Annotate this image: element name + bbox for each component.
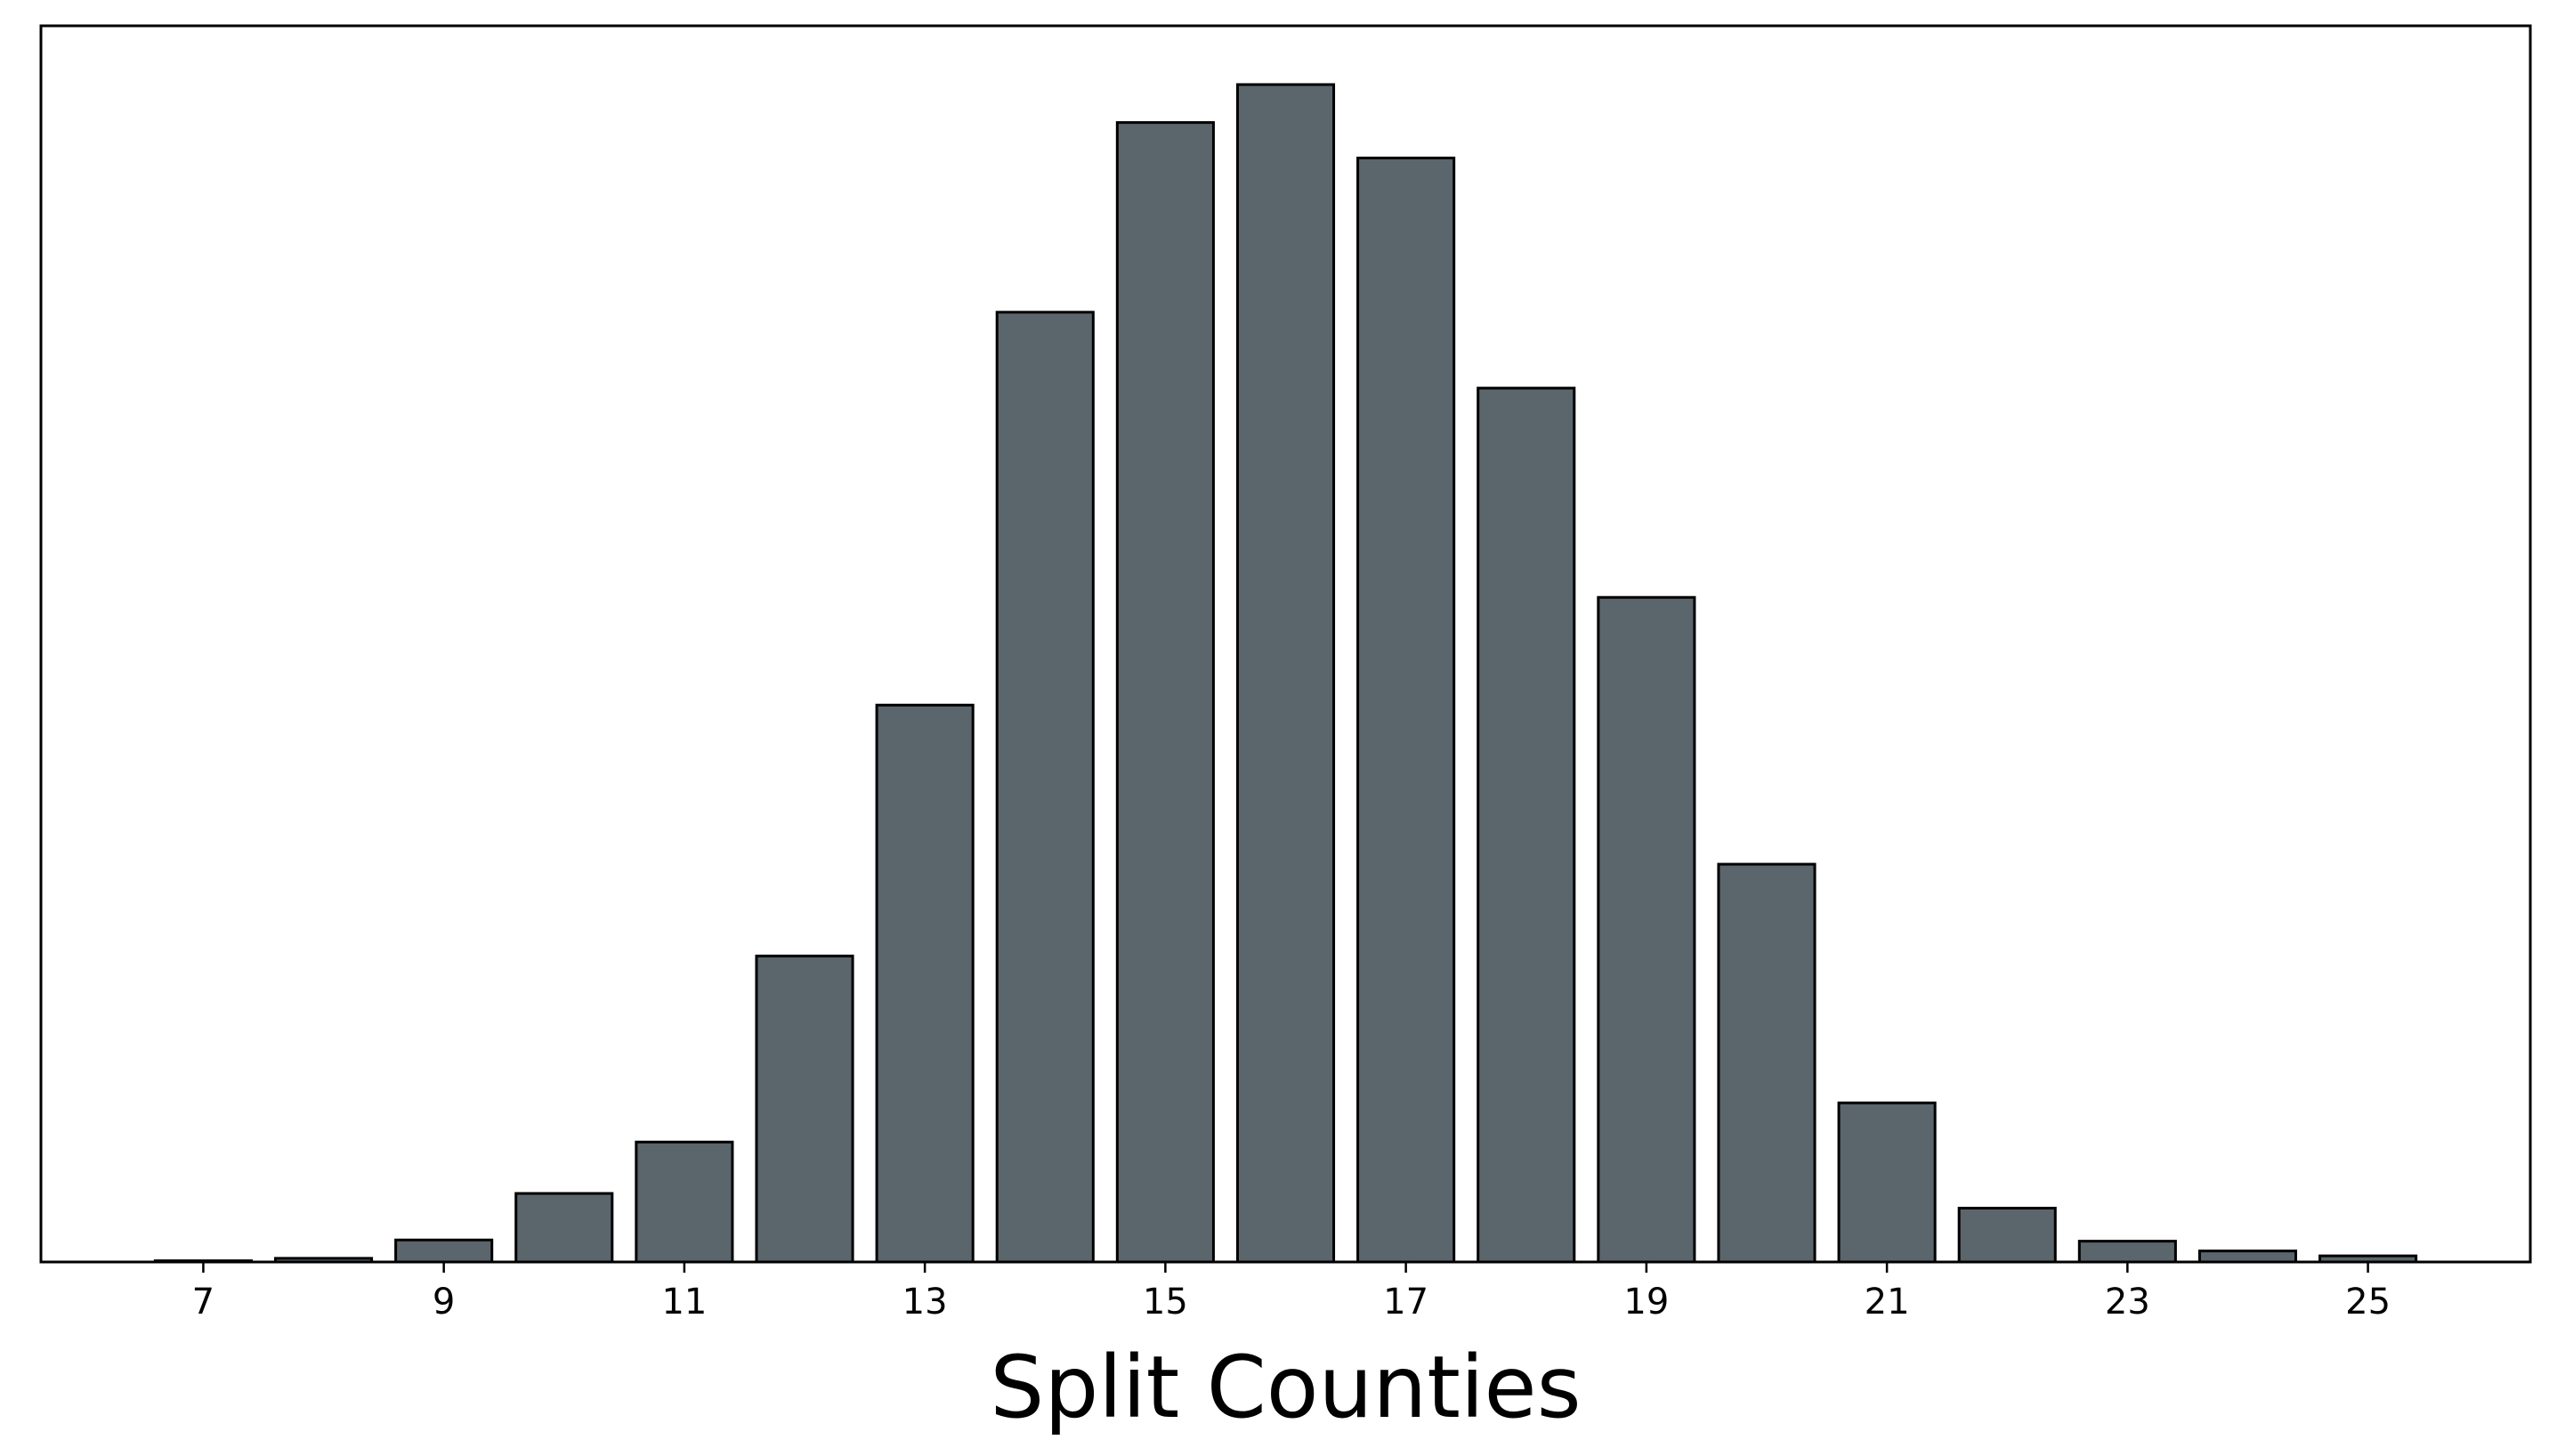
bar-15 — [1115, 121, 1215, 1264]
x-tick-label: 19 — [1623, 1282, 1669, 1323]
bar-19 — [1597, 595, 1696, 1264]
bar-14 — [995, 311, 1095, 1264]
plot-frame — [39, 24, 2532, 1264]
bar-16 — [1235, 83, 1336, 1264]
bars-group — [153, 83, 2418, 1264]
x-tick-label: 21 — [1865, 1282, 1910, 1323]
bar-17 — [1356, 157, 1456, 1264]
bar-12 — [755, 954, 854, 1264]
x-ticks-group: 7 9 11 13 15 17 19 21 23 25 — [192, 1262, 2391, 1323]
bar-9 — [394, 1238, 494, 1264]
bar-18 — [1477, 386, 1576, 1264]
bar-22 — [1957, 1206, 2057, 1264]
bar-24 — [2197, 1250, 2298, 1264]
bar-21 — [1837, 1101, 1937, 1264]
x-tick-label: 15 — [1143, 1282, 1188, 1323]
bar-10 — [514, 1192, 614, 1264]
x-tick-label: 11 — [661, 1282, 707, 1323]
x-tick-label: 13 — [902, 1282, 948, 1323]
bar-13 — [875, 703, 975, 1264]
x-tick-label: 23 — [2105, 1282, 2150, 1323]
x-tick-label: 9 — [433, 1282, 455, 1323]
x-tick-label: 25 — [2345, 1282, 2391, 1323]
x-tick-label: 7 — [192, 1282, 214, 1323]
bar-20 — [1717, 862, 1817, 1264]
x-tick-label: 17 — [1383, 1282, 1428, 1323]
x-axis-label: Split Counties — [990, 1338, 1581, 1437]
bar-23 — [2077, 1240, 2177, 1264]
bar-11 — [635, 1140, 734, 1264]
